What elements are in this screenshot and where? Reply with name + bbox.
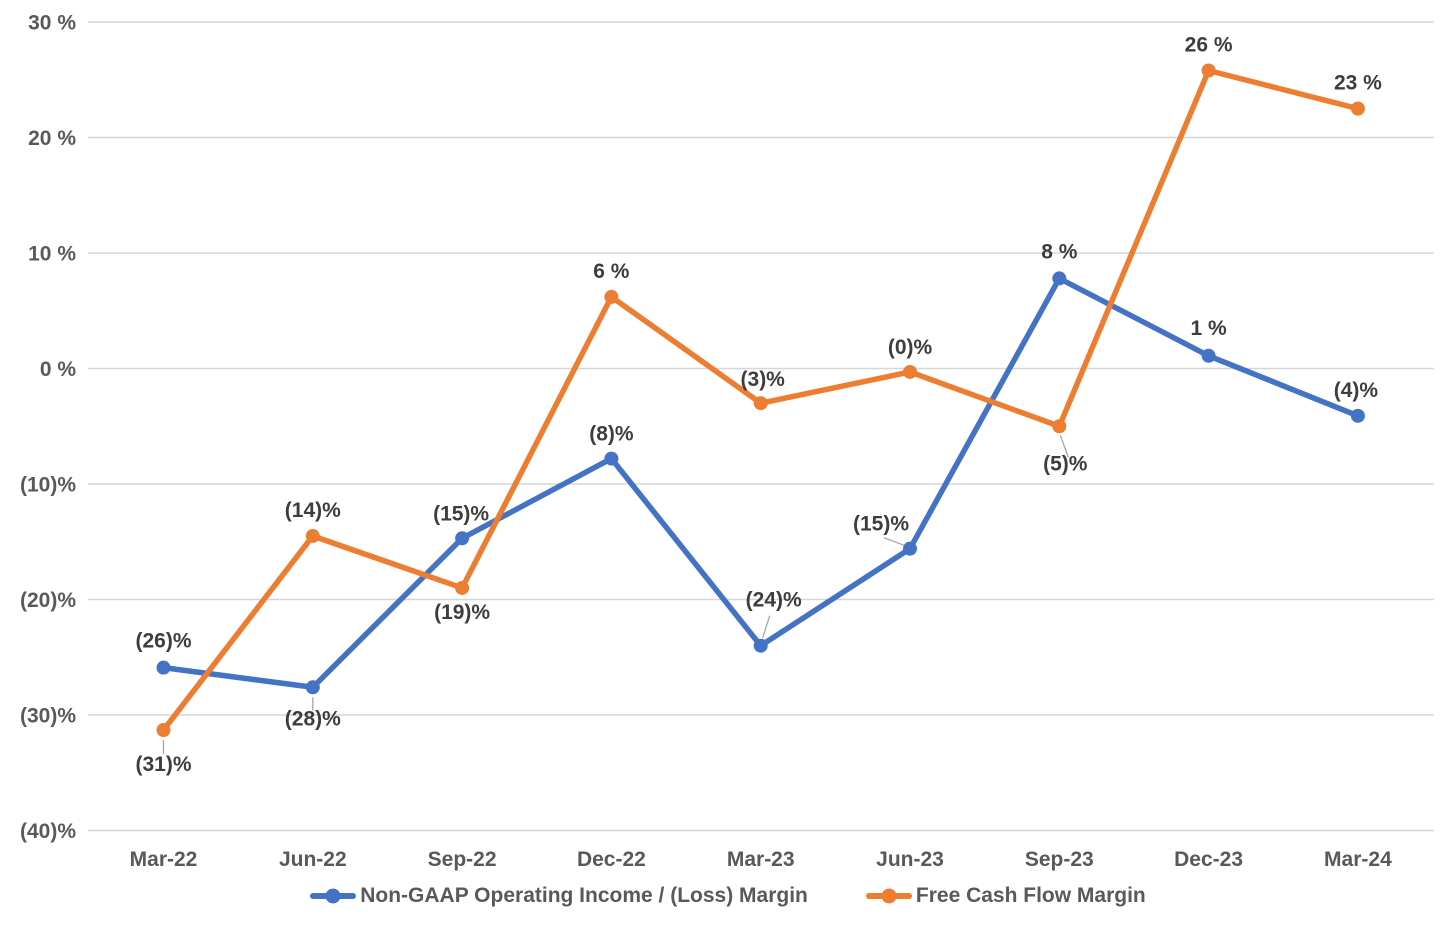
y-tick-label: 10 % (28, 243, 76, 266)
data-label: (0)% (888, 336, 933, 359)
data-label: 8 % (1041, 240, 1078, 263)
data-label-leader (883, 537, 906, 547)
y-tick-label: 30 % (28, 12, 76, 35)
x-tick-label: Mar-23 (727, 848, 795, 871)
data-label: 26 % (1185, 34, 1233, 57)
data-label: (5)% (1043, 452, 1088, 475)
data-label: (28)% (285, 707, 341, 730)
data-point[interactable] (1201, 348, 1216, 363)
legend-item-free-cash-flow-margin[interactable]: Free Cash Flow Margin (865, 884, 1146, 908)
data-point[interactable] (156, 660, 171, 675)
y-tick-label: (40)% (20, 820, 76, 843)
orange-line-marker-icon (865, 893, 912, 899)
legend-label: Non-GAAP Operating Income / (Loss) Margi… (360, 884, 808, 907)
data-point[interactable] (753, 638, 768, 653)
y-axis-labels: 30 % 20 % 10 % 0 % (10)% (20)% (30)% (40)% (20, 12, 76, 844)
data-point[interactable] (305, 680, 320, 695)
data-label: 1 % (1191, 317, 1228, 340)
data-point[interactable] (455, 531, 470, 546)
data-label: (19)% (434, 601, 490, 624)
x-tick-label: Sep-23 (1025, 848, 1094, 871)
data-point[interactable] (455, 580, 470, 595)
data-label: (15)% (853, 513, 909, 536)
data-point[interactable] (753, 396, 768, 411)
legend-item-non-gaap-operating-margin[interactable]: Non-GAAP Operating Income / (Loss) Margi… (310, 884, 808, 908)
legend-label: Free Cash Flow Margin (915, 884, 1146, 907)
data-label-leader-lines (162, 435, 1069, 755)
data-point[interactable] (305, 528, 320, 543)
data-label-leader (762, 615, 771, 638)
data-point[interactable] (156, 723, 171, 738)
data-label: (4)% (1334, 379, 1379, 402)
data-label: (15)% (433, 502, 489, 525)
x-tick-label: Mar-24 (1324, 848, 1392, 871)
x-tick-label: Dec-23 (1174, 848, 1243, 871)
data-point[interactable] (1350, 101, 1365, 116)
data-label: (8)% (589, 423, 634, 446)
data-label: 6 % (593, 260, 630, 283)
data-label: (14)% (285, 499, 341, 522)
x-tick-label: Jun-23 (876, 848, 944, 871)
data-point[interactable] (1201, 63, 1216, 78)
gridlines (88, 21, 1434, 832)
data-label: 23 % (1334, 72, 1382, 95)
y-tick-label: (20)% (20, 589, 76, 612)
data-label: (3)% (741, 368, 786, 391)
series-line (160, 275, 1361, 691)
data-point[interactable] (903, 364, 917, 379)
data-point[interactable] (1052, 419, 1067, 434)
x-tick-label: Dec-22 (577, 848, 646, 871)
x-axis-labels: Mar-22 Jun-22 Sep-22 Dec-22 Mar-23 Jun-23 Sep-… (130, 848, 1392, 871)
data-label: (24)% (746, 589, 802, 612)
x-tick-label: Sep-22 (428, 848, 497, 871)
y-tick-label: (10)% (20, 474, 76, 497)
x-tick-label: Jun-22 (279, 848, 347, 871)
data-point[interactable] (1052, 271, 1067, 286)
data-label-leader (1059, 435, 1069, 458)
legend: Non-GAAP Operating Income / (Loss) Margi… (0, 884, 1456, 908)
data-labels: (26)% (28)% (15)% (8)% (24)% (15)% 8 % 1 % (4)% (… (135, 34, 1382, 777)
data-point[interactable] (604, 451, 619, 466)
blue-line-marker-icon (310, 893, 357, 899)
data-label: (26)% (135, 630, 191, 653)
y-tick-label: 20 % (28, 127, 76, 150)
series-markers (156, 63, 1365, 738)
y-tick-label: 0 % (40, 358, 77, 381)
data-point[interactable] (1350, 408, 1365, 423)
data-label: (31)% (135, 753, 191, 776)
y-tick-label: (30)% (20, 705, 76, 728)
x-tick-label: Mar-22 (130, 848, 198, 871)
data-point[interactable] (604, 289, 619, 304)
data-point[interactable] (903, 541, 917, 556)
